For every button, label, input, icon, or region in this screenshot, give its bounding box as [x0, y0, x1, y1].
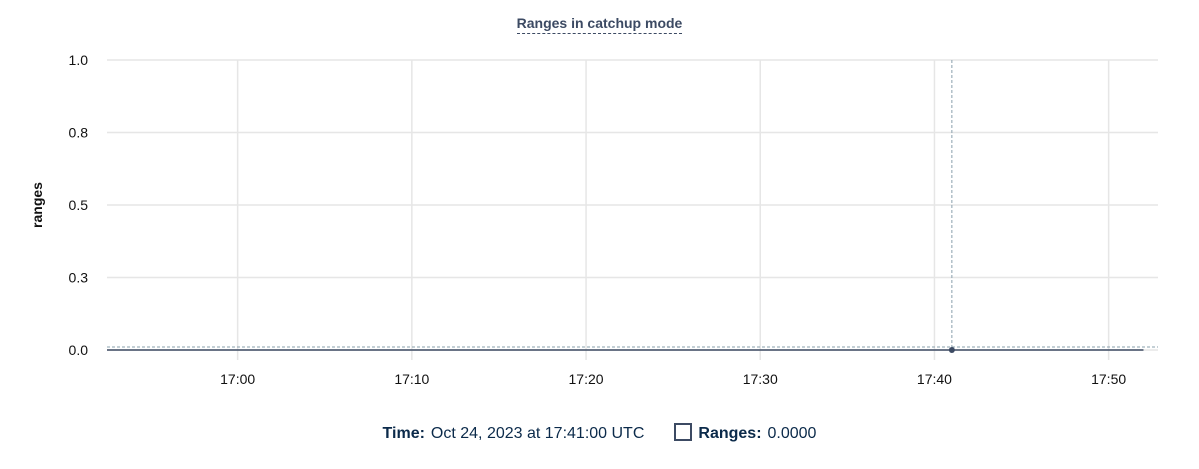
- y-tick-label: 0.3: [69, 270, 89, 286]
- y-tick-label: 0.8: [69, 125, 89, 141]
- hover-point: [948, 347, 955, 353]
- x-tick-label: 17:10: [394, 371, 429, 387]
- time-value: Oct 24, 2023 at 17:41:00 UTC: [430, 425, 645, 442]
- y-axis-label: ranges: [29, 182, 45, 228]
- chart-title: Ranges in catchup mode: [0, 15, 1199, 34]
- x-tick-label: 17:50: [1091, 371, 1126, 387]
- x-tick-label: 17:30: [743, 371, 778, 387]
- x-tick-label: 17:20: [569, 371, 604, 387]
- y-tick-label: 1.0: [69, 52, 89, 68]
- series-label: Ranges:: [698, 425, 762, 442]
- series-value: 0.0000: [767, 425, 817, 442]
- x-tick-label: 17:00: [220, 371, 255, 387]
- series-toggle-checkbox[interactable]: [674, 423, 693, 441]
- x-tick-label: 17:40: [917, 371, 952, 387]
- y-tick-label: 0.0: [69, 342, 89, 358]
- y-tick-label: 0.5: [69, 197, 89, 213]
- hover-legend: Time: Oct 24, 2023 at 17:41:00 UTC Ranges:…: [0, 423, 1199, 443]
- time-label: Time:: [382, 425, 425, 442]
